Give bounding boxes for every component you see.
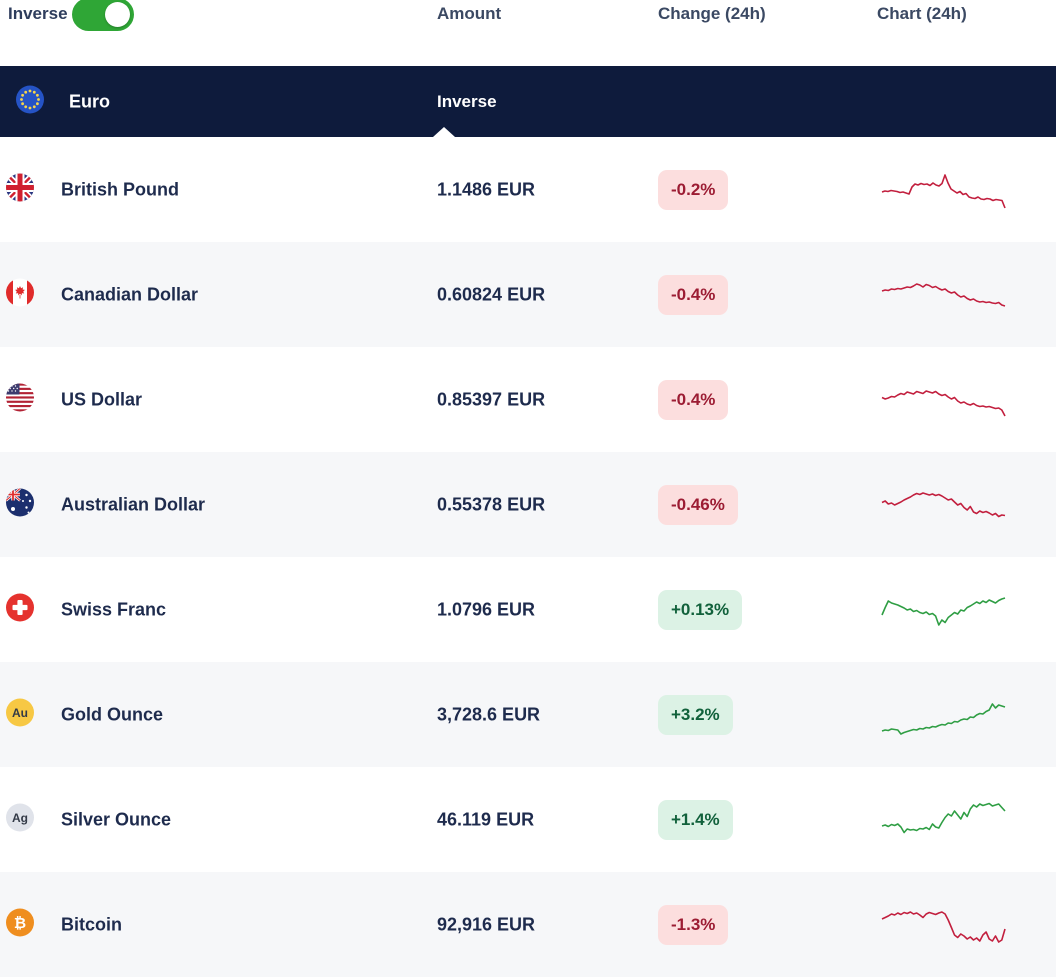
currency-amount: 3,728.6 EUR: [437, 704, 541, 724]
column-header-chart: Chart (24h): [877, 4, 967, 23]
sparkline-chart: [881, 282, 1006, 307]
column-header-change: Change (24h): [658, 4, 766, 23]
currency-name: British Pound: [61, 179, 179, 199]
base-currency-name: Euro: [69, 91, 111, 111]
cad-flag-icon: [6, 278, 34, 311]
row-silver-ounce[interactable]: Ag Silver Ounce 46.119 EUR +1.4%: [0, 767, 1056, 872]
change-badge: -0.46%: [658, 484, 738, 525]
row-gold-ounce[interactable]: Au Gold Ounce 3,728.6 EUR +3.2%: [0, 662, 1056, 767]
sparkline-chart: [881, 173, 1006, 208]
change-badge: +1.4%: [658, 799, 733, 840]
table-toolbar: Inverse Amount Change (24h) Chart (24h): [0, 0, 1056, 66]
currency-amount: 1.0796 EUR: [437, 599, 536, 619]
gold-au-icon: Au: [6, 698, 34, 731]
change-badge: -0.2%: [658, 169, 729, 210]
currency-name: Swiss Franc: [61, 599, 167, 619]
btc-icon: ₿: [6, 908, 34, 941]
row-british-pound[interactable]: British Pound 1.1486 EUR -0.2%: [0, 137, 1056, 242]
chf-flag-icon: [6, 593, 34, 626]
inverse-toggle-label: Inverse: [8, 4, 68, 23]
currency-name: Canadian Dollar: [61, 284, 199, 304]
change-badge: +3.2%: [658, 694, 733, 735]
column-header-amount: Amount: [437, 4, 502, 23]
sparkline-chart: [881, 802, 1006, 833]
eu-flag-icon: [16, 85, 44, 118]
change-badge: -1.3%: [658, 904, 729, 945]
currency-name: Silver Ounce: [61, 809, 172, 829]
currency-amount: 1.1486 EUR: [437, 179, 536, 199]
inverse-toggle[interactable]: [72, 0, 134, 31]
currency-name: Australian Dollar: [61, 494, 206, 514]
currency-name: Bitcoin: [61, 914, 122, 934]
sparkline-chart: [881, 491, 1006, 517]
svg-text:₿: ₿: [14, 915, 26, 932]
change-badge: -0.4%: [658, 379, 729, 420]
row-canadian-dollar[interactable]: Canadian Dollar 0.60824 EUR -0.4%: [0, 242, 1056, 347]
base-currency-bar: Euro Inverse: [0, 66, 1056, 137]
sparkline-chart: [881, 389, 1006, 416]
currency-amount: 46.119 EUR: [437, 809, 535, 829]
currency-amount: 0.60824 EUR: [437, 284, 546, 304]
aud-flag-icon: [6, 488, 34, 521]
row-us-dollar[interactable]: US Dollar 0.85397 EUR -0.4%: [0, 347, 1056, 452]
sparkline-chart: [881, 702, 1006, 735]
row-bitcoin[interactable]: ₿ Bitcoin 92,916 EUR -1.3%: [0, 872, 1056, 977]
change-badge: +0.13%: [658, 589, 743, 630]
usd-flag-icon: [6, 383, 34, 416]
row-swiss-franc[interactable]: Swiss Franc 1.0796 EUR +0.13%: [0, 557, 1056, 662]
sparkline-chart: [881, 910, 1006, 943]
currency-amount: 0.85397 EUR: [437, 389, 546, 409]
silver-ag-icon: Ag: [6, 803, 34, 836]
base-amount-column-label: Inverse: [437, 91, 497, 111]
currency-rows: British Pound 1.1486 EUR -0.2% Canadian …: [0, 137, 1056, 977]
sparkline-chart: [881, 596, 1006, 626]
currency-amount: 0.55378 EUR: [437, 494, 546, 514]
change-badge: -0.4%: [658, 274, 729, 315]
gbp-flag-icon: [6, 173, 34, 206]
svg-text:Au: Au: [12, 706, 28, 720]
selected-column-caret-icon: [433, 127, 455, 137]
currency-name: Gold Ounce: [61, 704, 164, 724]
currency-amount: 92,916 EUR: [437, 914, 536, 934]
row-australian-dollar[interactable]: Australian Dollar 0.55378 EUR -0.46%: [0, 452, 1056, 557]
currency-name: US Dollar: [61, 389, 143, 409]
svg-text:Ag: Ag: [12, 811, 28, 825]
toggle-knob-icon: [105, 2, 130, 27]
